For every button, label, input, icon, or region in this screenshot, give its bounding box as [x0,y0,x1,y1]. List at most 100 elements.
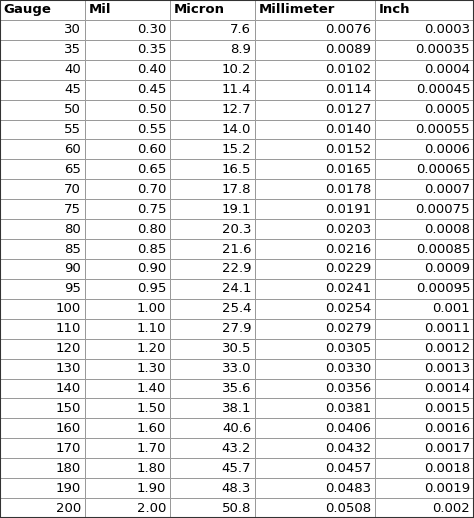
Bar [0,80,85,99]
Bar [170,398,255,419]
Text: 1.60: 1.60 [137,422,166,435]
Text: 0.0241: 0.0241 [325,282,371,295]
Text: 0.0203: 0.0203 [325,223,371,236]
Text: 1.70: 1.70 [137,442,166,455]
Bar [170,259,255,279]
Text: 200: 200 [56,501,81,514]
Text: 0.002: 0.002 [432,501,470,514]
Bar [0,438,85,458]
Bar [0,279,85,299]
Text: 8.9: 8.9 [230,44,251,56]
Bar [170,239,255,259]
Bar [375,120,474,139]
Text: 25.4: 25.4 [222,303,251,315]
Bar [375,20,474,40]
Text: 0.80: 0.80 [137,223,166,236]
Bar [85,80,170,99]
Text: 0.0076: 0.0076 [325,23,371,36]
Text: 180: 180 [56,462,81,474]
Bar [375,438,474,458]
Text: 0.60: 0.60 [137,143,166,156]
Text: 0.30: 0.30 [137,23,166,36]
Text: Gauge: Gauge [4,4,52,17]
Text: 50.8: 50.8 [222,501,251,514]
Bar [85,179,170,199]
Text: 0.0005: 0.0005 [424,103,470,116]
Text: 100: 100 [56,303,81,315]
Bar [255,279,375,299]
Text: 35: 35 [64,44,81,56]
Bar [255,259,375,279]
Text: 0.00085: 0.00085 [416,242,470,255]
Text: 110: 110 [56,322,81,335]
Text: 85: 85 [64,242,81,255]
Bar [375,40,474,60]
Text: 75: 75 [64,203,81,215]
Text: 0.0152: 0.0152 [325,143,371,156]
Text: 0.35: 0.35 [137,44,166,56]
Text: 0.50: 0.50 [137,103,166,116]
Text: 0.0018: 0.0018 [424,462,470,474]
Bar [85,358,170,379]
Text: 1.30: 1.30 [137,362,166,375]
Bar [85,398,170,419]
Bar [375,160,474,179]
Bar [255,458,375,478]
Text: 15.2: 15.2 [221,143,251,156]
Text: 14.0: 14.0 [222,123,251,136]
Bar [375,139,474,160]
Text: 17.8: 17.8 [222,183,251,196]
Bar [0,40,85,60]
Bar [255,339,375,358]
Text: 0.001: 0.001 [432,303,470,315]
Bar [255,179,375,199]
Bar [0,478,85,498]
Text: 140: 140 [56,382,81,395]
Text: 95: 95 [64,282,81,295]
Text: 0.0305: 0.0305 [325,342,371,355]
Bar [170,40,255,60]
Bar [255,478,375,498]
Text: 1.20: 1.20 [137,342,166,355]
Bar [170,179,255,199]
Bar [170,120,255,139]
Text: 0.0019: 0.0019 [424,482,470,495]
Bar [375,398,474,419]
Text: 0.0457: 0.0457 [325,462,371,474]
Bar [170,99,255,120]
Bar [0,379,85,398]
Text: 0.0006: 0.0006 [424,143,470,156]
Bar [0,99,85,120]
Text: 0.40: 0.40 [137,63,166,76]
Bar [85,139,170,160]
Text: Inch: Inch [379,4,410,17]
Bar [170,80,255,99]
Text: 0.0279: 0.0279 [325,322,371,335]
Bar [85,498,170,518]
Text: 0.00035: 0.00035 [416,44,470,56]
Text: 0.0432: 0.0432 [325,442,371,455]
Bar [170,419,255,438]
Bar [255,358,375,379]
Text: 0.0216: 0.0216 [325,242,371,255]
Bar [85,458,170,478]
Bar [170,20,255,40]
Bar [85,219,170,239]
Bar [85,40,170,60]
Text: 0.0508: 0.0508 [325,501,371,514]
Bar [255,379,375,398]
Text: 48.3: 48.3 [222,482,251,495]
Text: 7.6: 7.6 [230,23,251,36]
Bar [375,199,474,219]
Text: 1.50: 1.50 [137,402,166,415]
Bar [375,179,474,199]
Text: 19.1: 19.1 [222,203,251,215]
Text: 0.0381: 0.0381 [325,402,371,415]
Bar [0,60,85,80]
Text: 0.70: 0.70 [137,183,166,196]
Bar [170,339,255,358]
Text: 20.3: 20.3 [222,223,251,236]
Text: 160: 160 [56,422,81,435]
Text: 0.0406: 0.0406 [325,422,371,435]
Text: 65: 65 [64,163,81,176]
